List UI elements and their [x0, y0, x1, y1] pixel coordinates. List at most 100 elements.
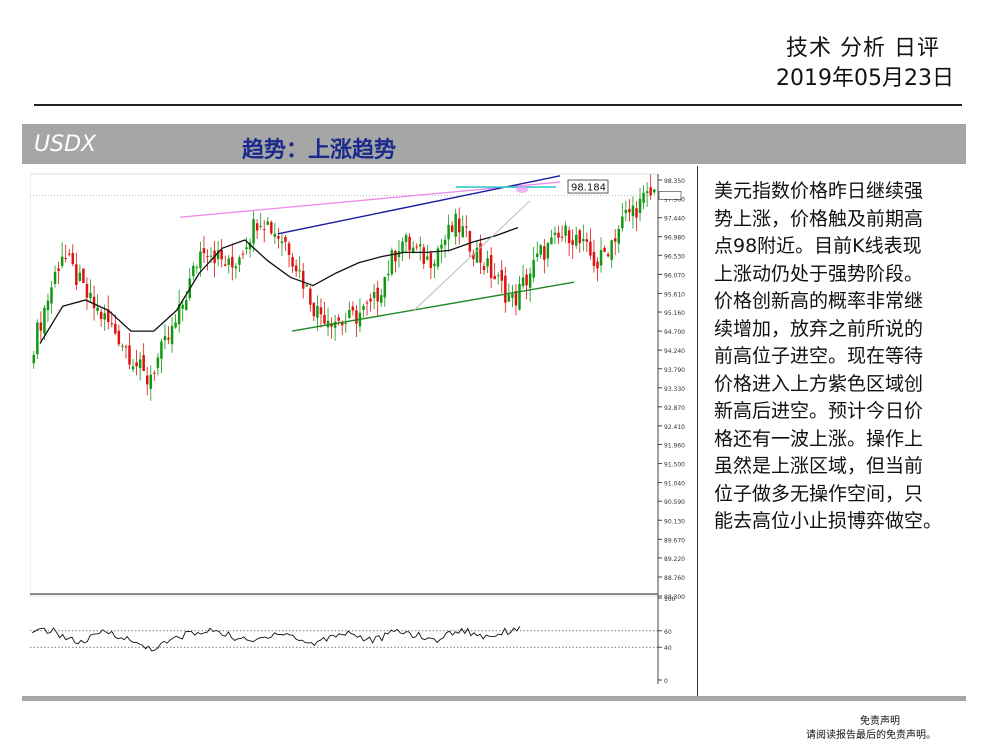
- candle-body: [309, 288, 312, 305]
- column-divider: [697, 166, 698, 696]
- top-divider: [34, 104, 962, 106]
- candle-body: [610, 240, 613, 260]
- candle-body: [535, 253, 539, 258]
- candle-body: [248, 242, 252, 250]
- candle-body: [209, 255, 213, 257]
- candle-body: [450, 225, 454, 232]
- candle-body: [567, 230, 571, 244]
- moving-average-line: [39, 226, 519, 344]
- candle-body: [638, 198, 642, 214]
- price-tick-label: 90.130: [664, 518, 685, 525]
- candle-body: [532, 259, 535, 278]
- candle-body: [234, 266, 238, 269]
- candle-body: [199, 251, 202, 269]
- report-title: 技术 分析 日评: [786, 36, 940, 61]
- candle-body: [418, 244, 422, 247]
- candle-body: [507, 294, 511, 302]
- price-tick-label: 93.330: [664, 386, 685, 393]
- candle-body: [553, 232, 557, 235]
- osc-tick-label: 60: [664, 629, 672, 636]
- price-tick-label: 96.070: [664, 272, 685, 279]
- candle-body: [99, 311, 103, 320]
- candle-body: [649, 187, 652, 196]
- candle-body: [514, 291, 518, 306]
- candle-body: [546, 242, 550, 259]
- price-tick-label: 91.040: [664, 481, 685, 488]
- candle-body: [543, 246, 546, 260]
- candle-body: [479, 243, 482, 263]
- candle-body: [53, 271, 57, 285]
- candle-body: [259, 225, 262, 227]
- candle-body: [121, 345, 124, 347]
- candle-body: [635, 208, 638, 218]
- support-line: [413, 200, 531, 311]
- candle-body: [206, 255, 209, 257]
- candle-body: [64, 257, 67, 259]
- price-tick-label: 92.410: [664, 424, 685, 431]
- candle-body: [351, 306, 355, 311]
- candle-body: [273, 233, 277, 237]
- candle-body: [96, 307, 99, 311]
- price-tick-label: 89.220: [664, 556, 685, 563]
- candle-body: [550, 237, 553, 245]
- chart-area: 98.350 97.900 97.440 96.980 96.530 96.070 95.6…: [29, 168, 694, 688]
- candle-body: [365, 302, 369, 304]
- candle-body: [362, 305, 365, 310]
- candle-body: [571, 240, 574, 245]
- candle-body: [170, 326, 174, 345]
- candle-body: [340, 322, 344, 326]
- candle-body: [606, 254, 610, 257]
- candle-body: [131, 366, 135, 370]
- price-tick-label: 97.900: [664, 197, 685, 204]
- candle-body: [305, 284, 309, 287]
- candle-body: [227, 258, 231, 265]
- candle-body: [252, 219, 255, 244]
- candle-body: [128, 345, 131, 365]
- candle-body: [596, 261, 599, 269]
- candle-body: [177, 304, 181, 325]
- candle-body: [284, 236, 287, 242]
- candle-body: [75, 264, 78, 286]
- candle-body: [110, 323, 114, 325]
- candle-body: [387, 273, 390, 276]
- price-label-text: 98.184: [571, 183, 606, 194]
- candle-body: [337, 317, 340, 321]
- candle-body: [642, 192, 645, 203]
- candle-body: [149, 374, 153, 389]
- candle-body: [613, 238, 617, 242]
- osc-tick-label: 0: [664, 678, 668, 685]
- candle-body: [461, 226, 465, 238]
- price-tick-label: 89.670: [664, 537, 685, 544]
- candle-body: [394, 250, 397, 262]
- candle-body: [454, 213, 457, 237]
- candle-body: [599, 249, 603, 266]
- candle-body: [482, 266, 486, 271]
- candle-body: [486, 258, 489, 267]
- price-chart: 98.350 97.900 97.440 96.980 96.530 96.070 95.6…: [29, 173, 685, 685]
- section-banner: USDX 趋势：上涨趋势: [22, 124, 966, 164]
- candle-body: [181, 304, 184, 309]
- candle-body: [355, 310, 358, 324]
- candle-body: [142, 355, 145, 371]
- candle-body: [539, 245, 543, 255]
- candle-body: [582, 238, 585, 242]
- candle-body: [560, 236, 564, 238]
- candle-body: [167, 337, 170, 340]
- candle-body: [379, 295, 383, 303]
- candle-body: [652, 189, 656, 193]
- price-tick-label: 94.700: [664, 329, 685, 336]
- candle-body: [43, 307, 46, 334]
- candle-body: [574, 234, 578, 246]
- candle-body: [372, 291, 376, 299]
- resistance-line: [179, 181, 561, 218]
- candle-body: [192, 265, 195, 277]
- candle-body: [92, 296, 96, 309]
- candle-body: [291, 257, 294, 267]
- candle-body: [475, 247, 479, 263]
- candle-body: [415, 246, 418, 248]
- report-date: 2019年05月23日: [776, 66, 954, 91]
- candle-body: [333, 321, 337, 328]
- candle-body: [578, 230, 582, 244]
- candle-body: [202, 248, 206, 254]
- oscillator-line: [31, 625, 521, 652]
